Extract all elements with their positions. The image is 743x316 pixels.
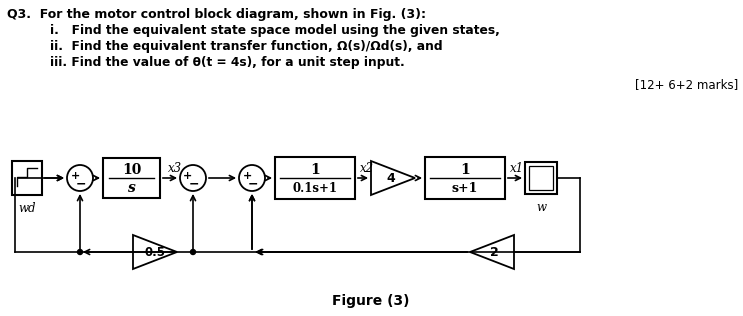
Text: +: + xyxy=(184,171,192,181)
Text: −: − xyxy=(189,178,199,191)
Polygon shape xyxy=(371,161,415,195)
Circle shape xyxy=(77,250,82,254)
Text: Figure (3): Figure (3) xyxy=(332,294,409,308)
Text: 1: 1 xyxy=(460,163,470,177)
Bar xyxy=(275,157,355,199)
Bar xyxy=(525,162,557,194)
Text: 10: 10 xyxy=(122,163,141,177)
Text: s: s xyxy=(128,181,135,195)
Text: iii. Find the value of θ(t = 4s), for a unit step input.: iii. Find the value of θ(t = 4s), for a … xyxy=(50,56,405,69)
Text: 0.5: 0.5 xyxy=(144,246,166,258)
Bar xyxy=(12,161,42,195)
Text: wd: wd xyxy=(19,202,36,215)
Text: 0.1s+1: 0.1s+1 xyxy=(293,181,337,195)
Text: Q3.  For the motor control block diagram, shown in Fig. (3):: Q3. For the motor control block diagram,… xyxy=(7,8,426,21)
Text: +: + xyxy=(242,171,252,181)
Text: x1: x1 xyxy=(510,161,524,174)
Text: 2: 2 xyxy=(490,246,499,258)
Bar xyxy=(425,157,505,199)
Circle shape xyxy=(67,165,93,191)
Circle shape xyxy=(239,165,265,191)
Text: s+1: s+1 xyxy=(452,181,478,195)
Text: −: − xyxy=(247,178,259,191)
Text: x3: x3 xyxy=(168,161,182,174)
Polygon shape xyxy=(470,235,514,269)
Text: w: w xyxy=(536,201,546,214)
Circle shape xyxy=(180,165,206,191)
Text: 4: 4 xyxy=(386,172,395,185)
Text: [12+ 6+2 marks]: [12+ 6+2 marks] xyxy=(635,78,738,91)
Text: ii.  Find the equivalent transfer function, Ω(s)/Ωd(s), and: ii. Find the equivalent transfer functio… xyxy=(50,40,443,53)
Circle shape xyxy=(190,250,195,254)
Text: i.   Find the equivalent state space model using the given states,: i. Find the equivalent state space model… xyxy=(50,24,500,37)
Text: 1: 1 xyxy=(310,163,320,177)
Text: x2: x2 xyxy=(360,161,374,174)
Bar xyxy=(103,158,160,198)
Text: +: + xyxy=(71,171,80,181)
Polygon shape xyxy=(133,235,177,269)
Text: −: − xyxy=(76,178,86,191)
Bar xyxy=(529,166,553,190)
